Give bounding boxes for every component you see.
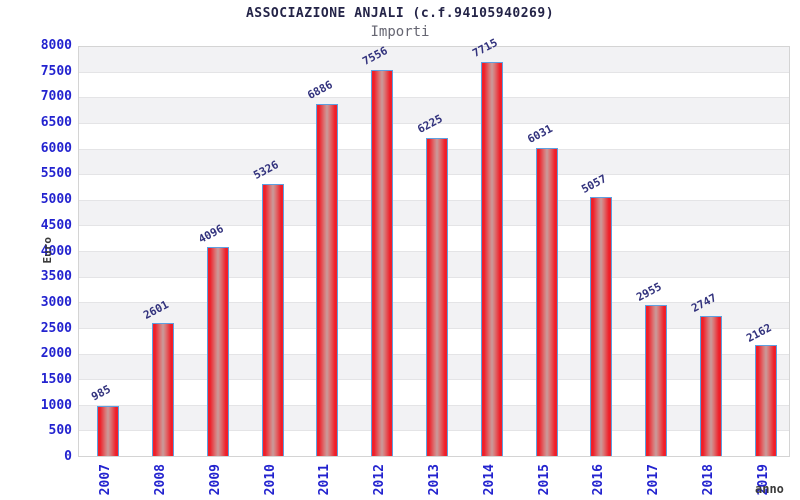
plot-area [78,46,790,457]
y-tick-label: 7000 [40,89,72,105]
plot-band [79,47,789,73]
bar-2019 [754,345,777,456]
y-tick-label: 1500 [40,371,72,387]
plot-band [79,72,789,99]
y-tick-label: 1000 [40,397,72,413]
y-tick-label: 6500 [40,115,72,131]
x-axis-title: anno [755,482,784,496]
x-tick-label-2014: 2014 [481,464,497,496]
y-tick-label: 3500 [40,269,72,285]
x-tick-label-2018: 2018 [700,464,716,496]
bar-2014 [480,61,503,456]
bar-2008 [152,323,175,456]
y-tick-label: 2500 [40,320,72,336]
bar-2010 [261,183,284,456]
bar-2012 [371,69,394,456]
y-tick-label: 8000 [40,38,72,53]
bar-2016 [590,197,613,456]
y-tick-label: 0 [64,449,72,464]
y-tick-label: 4500 [40,217,72,233]
y-tick-label: 6000 [40,140,72,156]
plot-band [79,98,789,124]
x-tick-label-2009: 2009 [207,464,223,496]
y-axis-title: Euro [41,237,54,264]
bar-2007 [97,405,120,456]
chart-title: ASSOCIAZIONE ANJALI (c.f.94105940269) [245,6,555,21]
y-tick-label: 7500 [40,63,72,79]
x-tick-label-2007: 2007 [98,464,114,496]
y-tick-label: 2000 [40,346,72,362]
bar-2011 [316,103,339,456]
y-tick-label: 3000 [40,294,72,310]
x-tick-label-2008: 2008 [153,464,169,496]
bar-2013 [426,137,448,456]
bar-2017 [645,304,668,456]
y-tick-label: 4000 [40,243,72,259]
bar-2009 [206,246,229,456]
x-tick-label-2011: 2011 [317,464,333,496]
bar-2018 [699,315,722,456]
x-tick-label-2015: 2015 [536,464,552,496]
y-tick-label: 5500 [40,166,72,182]
x-tick-label-2017: 2017 [646,464,662,496]
x-tick-label-2010: 2010 [262,464,278,496]
y-tick-label: 500 [48,423,72,439]
x-tick-label-2012: 2012 [372,464,388,496]
x-tick-label-2016: 2016 [591,464,607,496]
x-tick-label-2013: 2013 [427,464,442,496]
y-tick-label: 5000 [40,192,72,208]
chart-subtitle: Importi [370,24,430,40]
bar-2015 [535,147,558,456]
